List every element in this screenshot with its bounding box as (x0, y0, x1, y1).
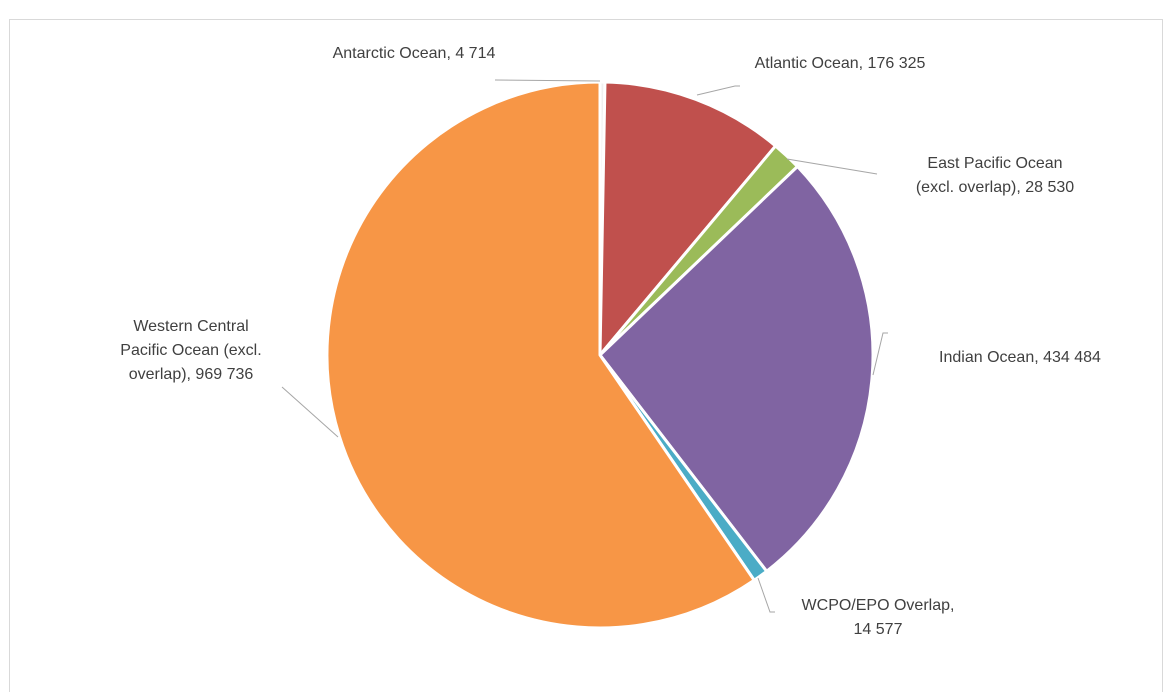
pie-slice-2 (598, 80, 778, 357)
leader-lines-layer (281, 79, 888, 613)
data-label-1: Antarctic Ocean, 4 714 (333, 45, 496, 62)
data-label-3: East Pacific Ocean (excl. overlap), 28 53… (916, 155, 1074, 196)
data-label-line: WCPO/EPO Overlap, (802, 597, 955, 614)
leader-line-1 (494, 79, 601, 82)
leader-line-3 (786, 158, 878, 175)
pie-slice-4 (598, 165, 875, 573)
data-label-line: Indian Ocean, 434 484 (939, 349, 1101, 366)
data-label-line: (excl. overlap), 28 530 (916, 179, 1074, 196)
data-label-line: Antarctic Ocean, 4 714 (333, 45, 496, 62)
data-label-line: 14 577 (854, 621, 903, 638)
leader-line-6 (281, 386, 339, 438)
data-label-line: Pacific Ocean (excl. (120, 342, 261, 359)
data-labels-layer: Antarctic Ocean, 4 714 Atlantic Ocean, 17… (120, 45, 1101, 638)
data-label-line: East Pacific Ocean (927, 155, 1062, 172)
data-label-5: WCPO/EPO Overlap, 14 577 (802, 597, 955, 638)
data-label-line: overlap), 969 736 (129, 366, 254, 383)
data-label-line: Atlantic Ocean, 176 325 (755, 55, 926, 72)
data-label-4: Indian Ocean, 434 484 (939, 349, 1101, 366)
slices-layer (325, 80, 875, 630)
pie-slice-6 (325, 80, 756, 630)
data-label-2: Atlantic Ocean, 176 325 (755, 55, 926, 72)
leader-line-4 (872, 332, 888, 376)
leader-line-2 (696, 85, 740, 96)
data-label-6: Western Central Pacific Ocean (excl. overl… (120, 318, 261, 383)
leader-line-5 (757, 577, 775, 613)
data-label-line: Western Central (133, 318, 248, 335)
